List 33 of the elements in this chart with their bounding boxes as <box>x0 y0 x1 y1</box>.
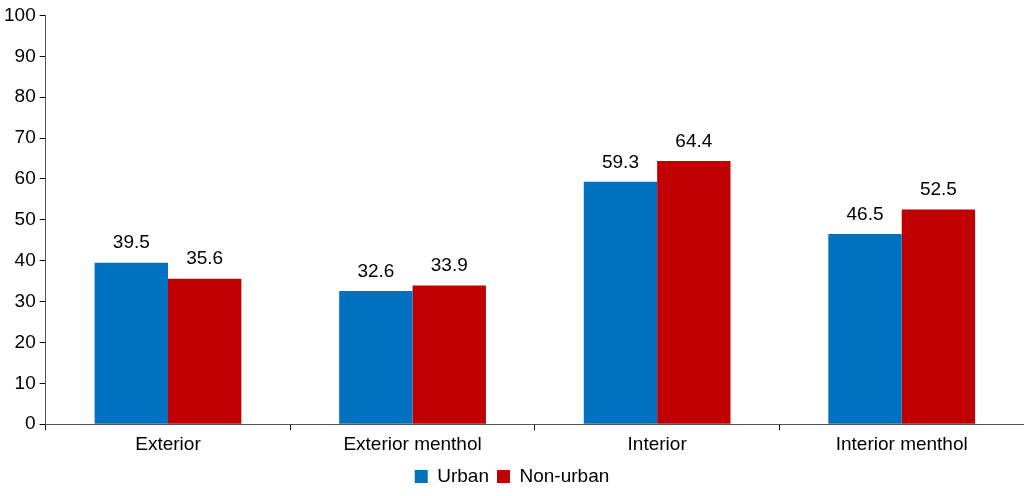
x-tick-label: Exterior <box>135 432 202 454</box>
y-tick-label: 10 <box>14 371 36 393</box>
bar <box>657 160 731 424</box>
legend-label: Non-urban <box>519 464 610 486</box>
y-tick-label: 90 <box>14 44 36 66</box>
data-label: 32.6 <box>357 259 395 281</box>
y-tick-label: 80 <box>14 85 36 107</box>
y-tick-label: 100 <box>4 3 36 25</box>
x-tick-label: Exterior menthol <box>343 432 482 454</box>
y-tick-label: 60 <box>14 167 36 189</box>
data-label: 64.4 <box>675 129 713 151</box>
y-tick-label: 40 <box>14 248 36 270</box>
data-label: 35.6 <box>186 247 224 269</box>
bar <box>412 285 486 424</box>
data-label: 39.5 <box>112 231 150 253</box>
data-label: 33.9 <box>430 254 468 276</box>
bar <box>167 278 242 424</box>
bar <box>94 262 168 424</box>
data-label: 59.3 <box>601 150 639 172</box>
y-tick-label: 70 <box>14 126 36 148</box>
bar <box>339 290 413 424</box>
y-tick-label: 20 <box>14 330 36 352</box>
x-tick-label: Interior menthol <box>835 432 968 454</box>
bar <box>583 181 658 424</box>
data-label: 46.5 <box>846 202 884 224</box>
y-tick-label: 30 <box>14 289 36 311</box>
x-tick-label: Interior <box>627 432 688 454</box>
bar <box>901 209 976 424</box>
legend-label: Urban <box>437 464 489 486</box>
data-label: 52.5 <box>919 178 957 200</box>
y-tick-label: 0 <box>25 412 36 434</box>
y-tick-label: 50 <box>14 208 36 230</box>
bar <box>828 234 902 424</box>
